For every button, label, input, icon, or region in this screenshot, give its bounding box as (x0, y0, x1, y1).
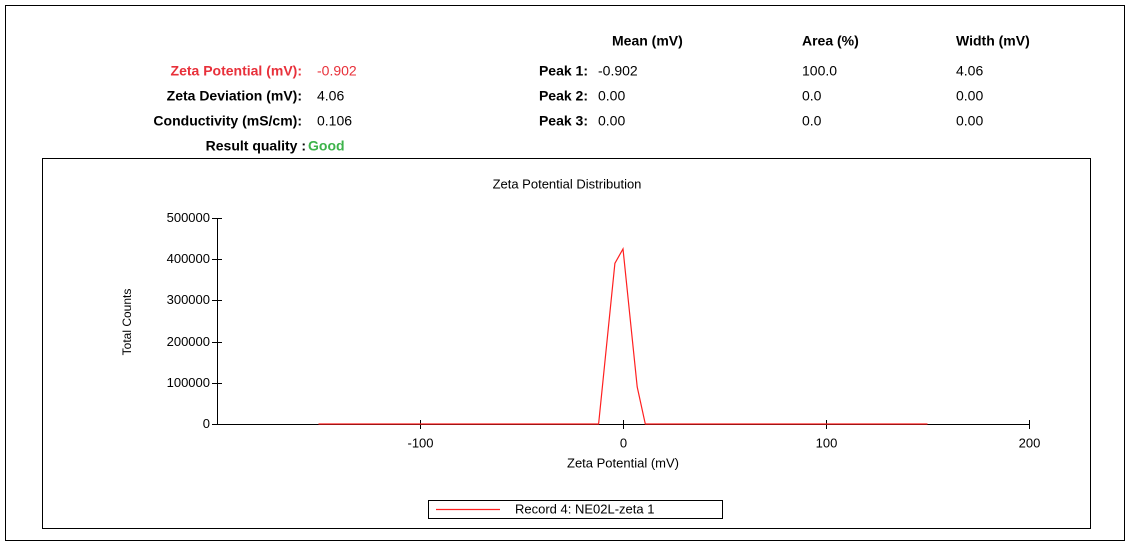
peak-label: Peak 1: (539, 63, 588, 79)
peak-label: Peak 2: (539, 88, 588, 104)
result-value: -0.902 (317, 63, 357, 79)
result-label: Zeta Deviation (mV): (167, 88, 302, 104)
peak-value: 0.00 (598, 88, 625, 104)
x-tick-label: 0 (620, 435, 627, 450)
y-tick-label: 100000 (167, 375, 210, 390)
result-label: Zeta Potential (mV): (171, 63, 302, 79)
result-value: 0.106 (317, 113, 352, 129)
y-tick-label: 500000 (167, 210, 210, 225)
quality-value: Good (308, 138, 345, 154)
peak-header: Area (%) (802, 33, 859, 49)
y-tick-label: 400000 (167, 251, 210, 266)
peak-value: -0.902 (598, 63, 638, 79)
peak-value: 4.06 (956, 63, 983, 79)
result-value: 4.06 (317, 88, 344, 104)
x-tick-label: -100 (407, 435, 433, 450)
peak-value: 0.00 (956, 113, 983, 129)
peak-header: Mean (mV) (612, 33, 683, 49)
peak-value: 0.00 (956, 88, 983, 104)
x-tick-label: 100 (816, 435, 838, 450)
y-axis-label: Total Counts (120, 289, 134, 356)
page-frame (5, 5, 1125, 541)
chart-frame (42, 158, 1091, 529)
data-line (318, 246, 928, 425)
peak-value: 0.0 (802, 113, 822, 129)
peak-value: 0.00 (598, 113, 625, 129)
peak-label: Peak 3: (539, 113, 588, 129)
y-tick-label: 200000 (167, 334, 210, 349)
x-axis-label: Zeta Potential (mV) (567, 455, 679, 470)
y-tick-label: 300000 (167, 292, 210, 307)
x-tick-label: 200 (1019, 435, 1041, 450)
peak-value: 100.0 (802, 63, 837, 79)
result-label: Conductivity (mS/cm): (153, 113, 302, 129)
quality-label: Result quality : (206, 138, 306, 154)
legend-box (428, 500, 723, 519)
y-tick-label: 0 (203, 416, 210, 431)
legend-label: Record 4: NE02L-zeta 1 (515, 501, 654, 516)
peak-value: 0.0 (802, 88, 822, 104)
chart-title: Zeta Potential Distribution (493, 176, 642, 191)
peak-header: Width (mV) (956, 33, 1030, 49)
